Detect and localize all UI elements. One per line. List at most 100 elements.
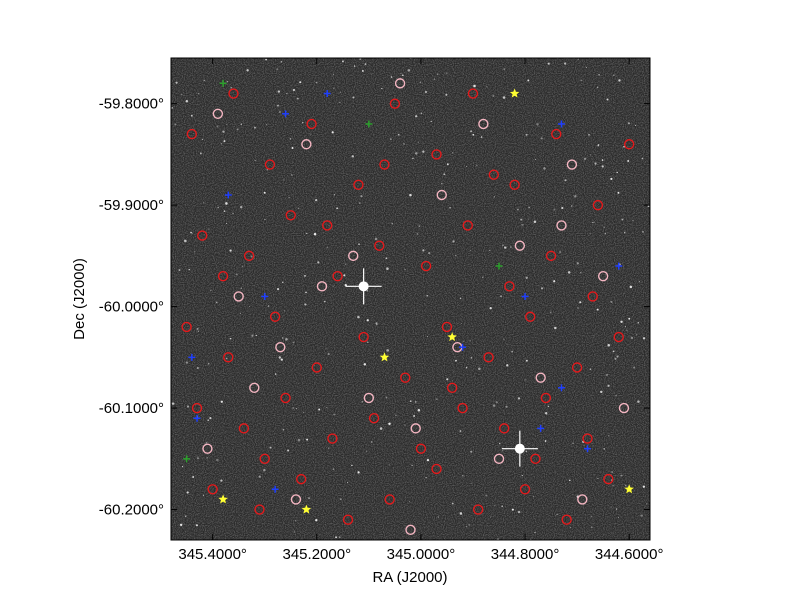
background-star xyxy=(207,419,209,421)
background-star xyxy=(263,191,266,194)
background-star xyxy=(596,86,599,88)
background-star xyxy=(389,464,390,466)
background-star xyxy=(195,524,198,527)
background-star xyxy=(540,137,543,140)
plot-area xyxy=(170,56,651,541)
catalog-point xyxy=(488,169,500,180)
background-star xyxy=(367,341,369,343)
catalog-point xyxy=(379,159,390,170)
background-star xyxy=(470,130,473,133)
catalog-point xyxy=(584,445,592,453)
background-star xyxy=(580,79,583,82)
x-tick-label: 345.4000° xyxy=(178,546,247,563)
background-star xyxy=(544,440,547,442)
background-star xyxy=(553,280,556,283)
catalog-point xyxy=(295,473,307,485)
background-star xyxy=(593,221,595,224)
background-star xyxy=(635,124,637,126)
background-star xyxy=(603,448,605,450)
background-star xyxy=(603,226,606,228)
background-star xyxy=(536,123,539,126)
background-star xyxy=(591,526,593,528)
catalog-point xyxy=(551,128,562,140)
background-star xyxy=(226,81,228,83)
background-star xyxy=(306,232,308,235)
background-star xyxy=(466,525,468,527)
y-tick-label: -60.1000° xyxy=(99,400,164,417)
background-star xyxy=(449,206,451,209)
background-star xyxy=(608,435,610,437)
background-star xyxy=(585,67,587,68)
background-star xyxy=(620,474,623,477)
background-star xyxy=(414,400,417,403)
background-star xyxy=(360,195,363,198)
background-star xyxy=(612,350,615,353)
catalog-point xyxy=(363,392,375,404)
background-star xyxy=(506,364,509,367)
background-star xyxy=(402,74,404,76)
background-star xyxy=(403,143,405,145)
background-star xyxy=(282,337,284,339)
background-star xyxy=(589,233,591,235)
background-star xyxy=(328,447,330,449)
background-star xyxy=(517,208,519,211)
background-star xyxy=(366,290,369,292)
background-star xyxy=(430,120,432,123)
background-star xyxy=(197,457,199,459)
background-star xyxy=(627,160,630,162)
background-star xyxy=(472,133,475,136)
catalog-point xyxy=(499,423,510,434)
catalog-point xyxy=(457,402,468,414)
background-star xyxy=(465,366,468,369)
background-star xyxy=(615,394,617,397)
background-star xyxy=(194,251,196,253)
background-star xyxy=(547,405,550,408)
background-star xyxy=(486,86,488,88)
background-star xyxy=(451,502,454,505)
background-star xyxy=(181,465,184,468)
background-star xyxy=(590,154,592,156)
background-star xyxy=(343,274,346,277)
background-star xyxy=(223,210,226,212)
catalog-point xyxy=(571,362,583,373)
catalog-point xyxy=(582,433,593,444)
catalog-point xyxy=(483,352,494,363)
background-star xyxy=(229,249,232,252)
background-star xyxy=(564,179,567,182)
background-star xyxy=(331,131,334,134)
background-star xyxy=(642,231,644,233)
background-star xyxy=(618,79,621,82)
background-star xyxy=(620,320,623,324)
background-star xyxy=(422,150,425,153)
background-star xyxy=(459,430,462,432)
catalog-point xyxy=(561,514,572,525)
y-tick-label: -60.0000° xyxy=(99,299,164,316)
catalog-point xyxy=(301,504,312,514)
catalog-point xyxy=(431,149,442,160)
background-star xyxy=(287,449,290,452)
background-star xyxy=(632,220,634,222)
background-star xyxy=(250,255,253,258)
background-star xyxy=(240,123,242,125)
background-star xyxy=(288,196,290,199)
background-star xyxy=(415,152,418,155)
background-star xyxy=(400,72,402,75)
background-star xyxy=(503,68,505,70)
catalog-point xyxy=(495,262,503,270)
background-star xyxy=(617,191,620,194)
background-star xyxy=(469,340,471,342)
background-star xyxy=(229,337,232,340)
background-star xyxy=(332,73,335,76)
catalog-point xyxy=(321,220,333,231)
background-star xyxy=(226,124,228,126)
background-star xyxy=(255,334,257,337)
y-tick-label: -60.2000° xyxy=(99,502,164,519)
background-star xyxy=(480,136,483,138)
catalog-point xyxy=(316,281,328,292)
background-star xyxy=(409,400,412,403)
background-star xyxy=(543,167,546,170)
background-star xyxy=(328,258,330,260)
background-star xyxy=(206,457,208,459)
catalog-point xyxy=(243,250,255,262)
catalog-point xyxy=(525,311,536,322)
